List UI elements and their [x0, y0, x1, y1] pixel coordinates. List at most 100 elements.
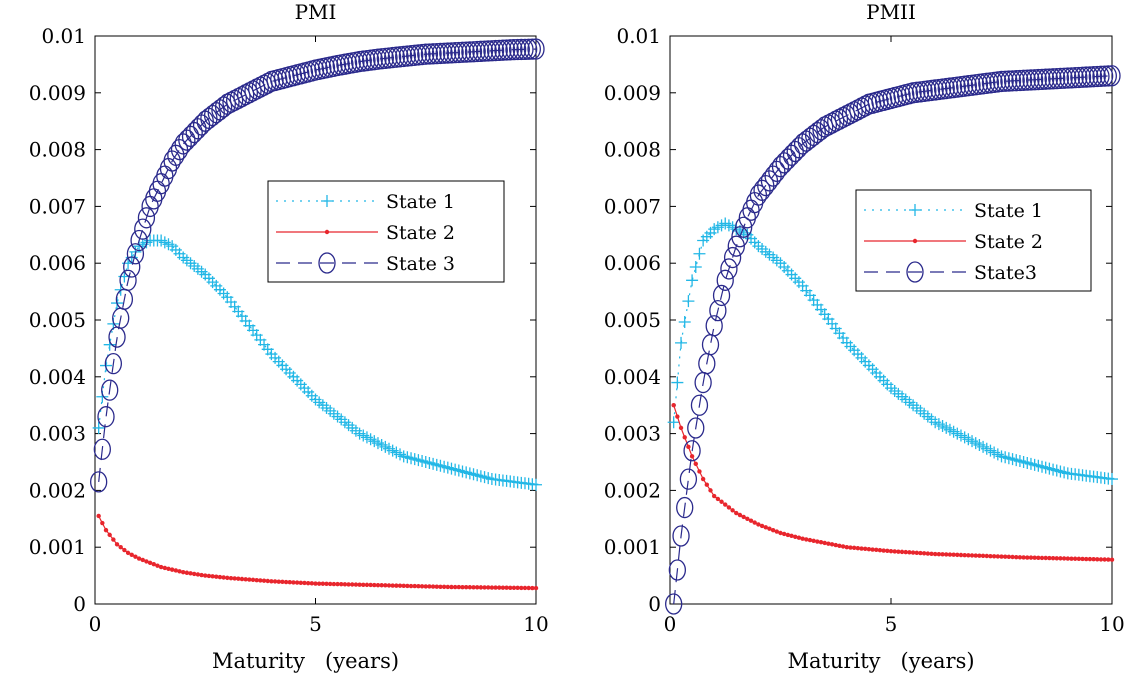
data-point [855, 545, 861, 551]
data-point [504, 585, 509, 590]
data-point [877, 547, 883, 553]
data-point [441, 584, 447, 590]
data-point [741, 514, 746, 520]
data-point [667, 416, 680, 429]
data-point [530, 585, 535, 591]
data-point [719, 499, 724, 504]
data-point [984, 553, 989, 559]
data-point [1006, 554, 1012, 560]
data-point [420, 43, 439, 65]
data-point [151, 562, 156, 567]
data-point [1010, 554, 1015, 560]
legend-marker [324, 229, 330, 235]
data-point [940, 552, 945, 557]
legend-marker [909, 204, 921, 216]
data-point [324, 581, 329, 587]
data-point [1000, 70, 1018, 92]
data-point [969, 553, 975, 558]
series-line [98, 48, 536, 482]
data-point [973, 553, 978, 558]
y-tick-label: 0.008 [604, 138, 661, 162]
data-point [731, 226, 749, 248]
data-point [1036, 555, 1041, 561]
data-point [431, 42, 450, 65]
data-point [427, 584, 432, 589]
data-point [723, 246, 742, 269]
x-tick-label: 10 [1099, 612, 1124, 636]
data-point [166, 566, 171, 571]
data-point [730, 508, 735, 513]
series-line [98, 515, 536, 589]
data-point [468, 40, 486, 63]
y-tick-label: 0.007 [29, 194, 86, 218]
series-1 [92, 234, 542, 491]
data-point [925, 551, 931, 556]
data-point [265, 578, 270, 584]
data-point [489, 585, 495, 590]
data-point [1043, 555, 1048, 561]
data-point [90, 471, 108, 493]
data-point [1054, 556, 1059, 561]
legend-label: State 1 [974, 200, 1043, 222]
data-point [1050, 555, 1056, 561]
data-point [505, 38, 523, 61]
data-point [823, 112, 841, 134]
data-point [195, 572, 201, 577]
data-point [716, 269, 734, 291]
data-point [519, 38, 538, 60]
data-point [434, 584, 439, 589]
chart-title: PMII [866, 0, 916, 24]
data-point [428, 42, 446, 65]
y-tick-label: 0.009 [604, 81, 661, 105]
x-tick-label: 5 [885, 612, 898, 636]
data-point [715, 496, 721, 502]
data-point [313, 581, 318, 586]
series-2 [96, 513, 539, 591]
data-point [464, 41, 483, 63]
data-point [501, 39, 519, 61]
series-line [673, 75, 1113, 605]
data-point [225, 575, 230, 581]
data-point [508, 38, 527, 61]
x-tick-label: 5 [309, 612, 322, 636]
data-point [1106, 557, 1111, 562]
data-point [424, 43, 442, 65]
data-point [1017, 555, 1023, 560]
data-point [1039, 555, 1045, 561]
data-point [816, 116, 834, 138]
data-point [472, 40, 490, 62]
data-point [1072, 556, 1078, 561]
data-point [793, 534, 798, 539]
data-point [1025, 69, 1044, 91]
data-point [107, 532, 112, 538]
data-point [863, 546, 868, 552]
data-point [675, 414, 680, 419]
y-tick-label: 0.003 [29, 422, 86, 446]
y-tick-label: 0.009 [29, 81, 86, 105]
data-point [294, 580, 300, 585]
data-point [693, 461, 698, 467]
data-point [232, 576, 237, 581]
x-axis-label: Maturity (years) [787, 649, 974, 673]
data-point [734, 510, 739, 516]
data-point [339, 582, 344, 587]
y-tick-label: 0.006 [29, 251, 86, 275]
data-point [353, 582, 359, 587]
data-point [951, 552, 956, 557]
data-point [829, 542, 835, 547]
legend-label: State 1 [386, 191, 455, 213]
data-point [93, 438, 111, 460]
data-point [844, 544, 849, 550]
data-point [774, 529, 780, 534]
data-point [1103, 65, 1121, 87]
data-point [737, 512, 743, 518]
data-point [804, 537, 809, 542]
data-point [892, 549, 897, 554]
data-point [368, 582, 373, 588]
data-point [1011, 69, 1029, 92]
data-point [512, 38, 530, 61]
data-point [439, 42, 457, 64]
data-point [1062, 67, 1081, 89]
data-point [789, 533, 794, 539]
data-point [461, 41, 479, 63]
